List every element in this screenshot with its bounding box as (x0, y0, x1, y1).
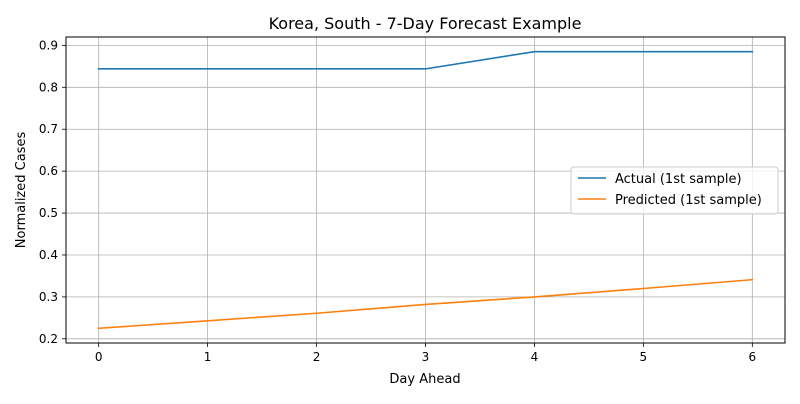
y-tick-label: 0.7 (39, 122, 58, 136)
y-tick-label: 0.8 (39, 80, 58, 94)
y-axis-label: Normalized Cases (14, 132, 29, 249)
x-tick-label: 6 (748, 350, 756, 364)
y-tick-label: 0.2 (39, 332, 58, 346)
x-tick-label: 2 (313, 350, 321, 364)
chart-title: Korea, South - 7-Day Forecast Example (269, 14, 582, 33)
series-layer (97, 50, 754, 330)
legend-label-actual: Actual (1st sample) (615, 172, 742, 187)
legend-label-predicted: Predicted (1st sample) (615, 193, 762, 208)
series-line-predicted (97, 278, 754, 330)
legend: Actual (1st sample) Predicted (1st sampl… (570, 166, 779, 215)
x-tick-label: 3 (422, 350, 430, 364)
x-axis-label: Day Ahead (389, 372, 460, 387)
series-line-actual (97, 50, 754, 70)
y-tick-label: 0.6 (39, 164, 58, 178)
x-tick-label: 0 (95, 350, 103, 364)
legend-box (570, 166, 779, 215)
y-tick-label: 0.5 (39, 206, 58, 220)
y-tick-label: 0.4 (39, 248, 58, 262)
y-tick-label: 0.9 (39, 38, 58, 52)
ticks-layer: 0 1 2 3 4 5 6 0.2 0.3 0.4 0.5 0.6 0.7 0.8 0.9 (39, 38, 756, 364)
x-tick-label: 4 (531, 350, 539, 364)
x-tick-label: 1 (204, 350, 212, 364)
y-tick-label: 0.3 (39, 290, 58, 304)
x-tick-label: 5 (640, 350, 648, 364)
